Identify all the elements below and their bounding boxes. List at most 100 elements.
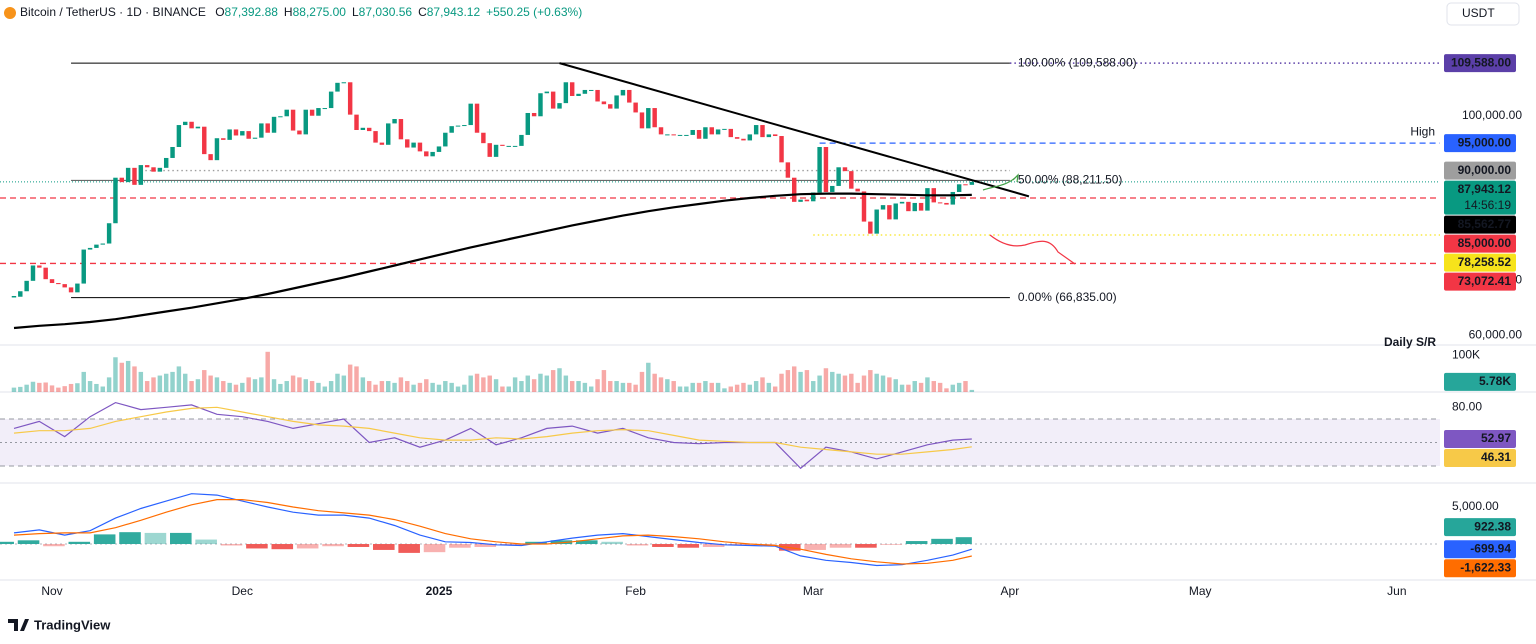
candle (836, 167, 841, 186)
candle (94, 244, 99, 248)
candle (633, 102, 638, 113)
candle (608, 104, 613, 109)
volume-bar (11, 387, 17, 392)
volume-bar (335, 373, 340, 392)
price-badge-label: 78,258.52 (1458, 255, 1512, 269)
volume-bar (366, 381, 372, 392)
volume-bar (170, 371, 175, 392)
ohlc-key: L (352, 5, 359, 19)
ohlc-value: 87,943.12 (427, 5, 481, 19)
candle (512, 145, 518, 147)
volume-bar (937, 382, 943, 392)
volume-bar (899, 384, 905, 392)
price-badge-box (1444, 430, 1516, 449)
currency-label[interactable]: USDT (1462, 6, 1495, 20)
candle (183, 121, 188, 126)
brand-logo (8, 619, 29, 631)
volume-bar (30, 381, 36, 392)
candle (202, 126, 207, 155)
volume-bar (830, 371, 835, 392)
candle (328, 91, 334, 109)
macd-histogram-bar (829, 544, 852, 548)
macd-histogram-bar (170, 532, 192, 545)
candle (170, 146, 175, 158)
volume-bar (151, 377, 156, 392)
candle (347, 82, 353, 115)
candle (221, 138, 226, 140)
price-badge-box (1444, 161, 1516, 180)
price-badge-label: 85,000.00 (1458, 236, 1512, 250)
volume-bar (969, 389, 975, 392)
candle (417, 142, 423, 152)
candle (265, 123, 270, 133)
volume-bar (671, 381, 676, 392)
volume-bar (75, 383, 80, 392)
volume-bar (842, 375, 848, 392)
price-badge: 52.97 (1444, 430, 1516, 449)
volume-bar (208, 375, 213, 392)
volume-bar (861, 375, 867, 392)
candle (62, 284, 67, 288)
x-tick-label: Dec (232, 584, 253, 598)
volume-bar (589, 386, 594, 392)
candle (576, 93, 581, 96)
volume-bar (785, 370, 791, 392)
candle (49, 279, 55, 284)
volume-bar (918, 382, 924, 392)
volume-bar (328, 381, 334, 392)
volume-bar (183, 373, 188, 392)
volume-bar (544, 375, 550, 392)
price-badge-box (1444, 272, 1516, 291)
price-badge: 46.31 (1444, 449, 1516, 468)
currency-button[interactable]: USDT (1446, 2, 1520, 26)
volume-bar (163, 373, 169, 392)
candle (646, 108, 651, 129)
price-badge-label: 90,000.00 (1458, 163, 1512, 177)
volume-bar (550, 370, 556, 392)
volume-bar (601, 370, 607, 392)
volume-bar (760, 377, 765, 392)
symbol: Bitcoin / TetherUS · 1D · BINANCE (20, 5, 206, 19)
macd-histogram-bar (322, 544, 344, 547)
candle (874, 209, 879, 234)
volume-bar (144, 381, 150, 392)
volume-bar (417, 382, 423, 392)
candle (684, 134, 689, 136)
y-tick-label: 100,000.00 (1462, 108, 1522, 122)
volume-bar (297, 377, 302, 392)
candle (690, 129, 695, 135)
candle (595, 89, 600, 102)
macd-histogram-bar (677, 544, 700, 548)
candle (360, 127, 366, 130)
fib-label: 50.00% (88,211.50) (1018, 173, 1123, 187)
volume-bar (259, 377, 264, 392)
macd-histogram-bar (880, 544, 903, 545)
candle (842, 167, 848, 172)
volume-bar (646, 362, 651, 392)
ohlc-value: 87,392.88 (225, 5, 279, 19)
candle (411, 142, 416, 148)
volume-bar (880, 375, 886, 392)
candle (189, 121, 194, 129)
macd-histogram-bar (119, 532, 141, 545)
macd-histogram-bar (398, 544, 420, 553)
volume-bar (538, 373, 543, 392)
volume-bar (227, 382, 232, 392)
currency-button-box[interactable] (1446, 2, 1520, 26)
volume-bar (436, 384, 442, 392)
macd-histogram-bar (347, 544, 370, 547)
volume-bar (49, 385, 55, 392)
candle (861, 191, 867, 222)
trendline (559, 62, 1030, 198)
candle (563, 82, 569, 104)
candle (354, 114, 359, 130)
candle (557, 103, 562, 109)
candle (379, 142, 385, 145)
candle (214, 138, 220, 161)
green-arrow-head (1012, 173, 1019, 183)
volume-bar (950, 384, 956, 392)
price-badge: -1,622.33 (1444, 559, 1516, 578)
candle (468, 103, 473, 126)
candle (163, 157, 169, 168)
volume-bar (386, 381, 391, 392)
